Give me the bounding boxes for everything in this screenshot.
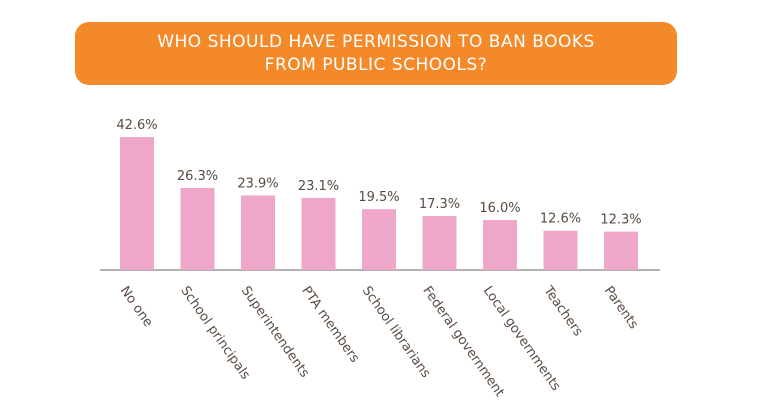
x-tick-label: PTA members — [298, 284, 362, 366]
x-tick-label: Superintendents — [238, 284, 312, 381]
value-label: 26.3% — [177, 169, 218, 184]
value-label: 23.1% — [298, 179, 339, 194]
value-label: 16.0% — [479, 201, 520, 216]
value-label: 12.3% — [600, 213, 641, 228]
bar — [241, 195, 275, 270]
value-label: 42.6% — [116, 118, 157, 133]
value-label: 23.9% — [237, 176, 278, 191]
x-tick-label: School librarians — [359, 284, 433, 381]
bar — [422, 216, 457, 270]
x-tick-label: Parents — [601, 284, 641, 332]
x-tick-label: Teachers — [540, 283, 586, 339]
bar — [543, 230, 578, 270]
x-tick-label: School principals — [177, 284, 253, 383]
bar — [180, 187, 215, 270]
bar — [301, 197, 336, 270]
value-label: 12.6% — [540, 212, 581, 227]
bar — [604, 231, 638, 270]
x-tick-label: No one — [117, 284, 156, 330]
bar — [362, 209, 396, 270]
value-label: 17.3% — [419, 197, 460, 212]
bar — [120, 137, 154, 270]
value-label: 19.5% — [358, 190, 399, 205]
chart-title: WHO SHOULD HAVE PERMISSION TO BAN BOOKS … — [75, 22, 677, 85]
bar — [483, 220, 517, 270]
